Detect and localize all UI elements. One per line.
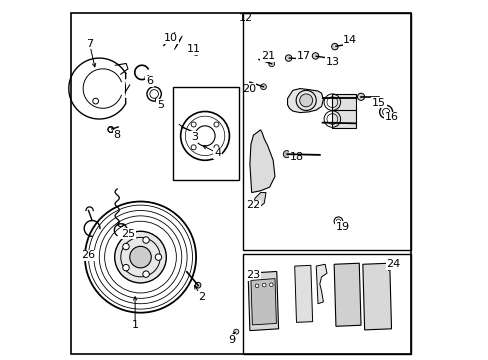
Circle shape xyxy=(269,283,273,287)
Text: 5: 5 xyxy=(157,100,163,110)
Circle shape xyxy=(260,84,266,90)
Text: 4: 4 xyxy=(214,148,221,158)
Bar xyxy=(242,13,410,250)
Text: 3: 3 xyxy=(190,132,197,142)
Polygon shape xyxy=(287,89,323,113)
Polygon shape xyxy=(294,265,312,322)
Text: 13: 13 xyxy=(325,57,339,67)
Circle shape xyxy=(122,243,129,250)
Polygon shape xyxy=(250,279,276,325)
Circle shape xyxy=(262,283,265,287)
Bar xyxy=(172,87,239,180)
Text: 26: 26 xyxy=(81,250,95,260)
Circle shape xyxy=(115,231,166,283)
Text: 7: 7 xyxy=(86,39,93,49)
Circle shape xyxy=(122,264,129,271)
Text: 15: 15 xyxy=(371,98,385,108)
Circle shape xyxy=(129,246,151,268)
Circle shape xyxy=(331,43,337,50)
Text: 1: 1 xyxy=(131,320,138,330)
Text: 17: 17 xyxy=(296,51,310,61)
Text: 10: 10 xyxy=(163,33,178,43)
Polygon shape xyxy=(362,263,391,330)
Circle shape xyxy=(357,93,364,100)
Circle shape xyxy=(142,237,149,243)
Text: 23: 23 xyxy=(246,270,260,280)
Text: 19: 19 xyxy=(335,222,349,231)
Text: 8: 8 xyxy=(113,130,121,140)
Text: 21: 21 xyxy=(260,51,274,61)
Circle shape xyxy=(192,48,199,55)
Polygon shape xyxy=(249,193,265,211)
Text: 22: 22 xyxy=(246,200,260,210)
Circle shape xyxy=(268,61,274,67)
Text: 24: 24 xyxy=(386,259,400,269)
Circle shape xyxy=(312,53,318,59)
Text: 20: 20 xyxy=(241,84,255,94)
Circle shape xyxy=(194,50,198,53)
Circle shape xyxy=(283,150,290,158)
Text: 11: 11 xyxy=(187,44,201,54)
Circle shape xyxy=(195,282,201,288)
Circle shape xyxy=(285,55,291,61)
Text: 12: 12 xyxy=(239,13,253,23)
Text: 6: 6 xyxy=(146,76,153,86)
Circle shape xyxy=(155,254,162,260)
Circle shape xyxy=(233,329,238,334)
Circle shape xyxy=(299,94,312,107)
Polygon shape xyxy=(316,264,326,304)
Polygon shape xyxy=(247,271,278,330)
Polygon shape xyxy=(249,130,274,193)
Text: 9: 9 xyxy=(228,334,235,345)
Bar xyxy=(332,111,355,128)
Circle shape xyxy=(255,284,258,288)
Text: 25: 25 xyxy=(121,229,135,239)
Bar xyxy=(332,94,355,111)
Text: 2: 2 xyxy=(198,292,204,302)
Text: 14: 14 xyxy=(343,35,357,45)
Circle shape xyxy=(142,271,149,278)
Text: 16: 16 xyxy=(384,112,398,122)
Polygon shape xyxy=(333,263,360,326)
Bar xyxy=(242,253,410,354)
Text: 18: 18 xyxy=(289,152,303,162)
